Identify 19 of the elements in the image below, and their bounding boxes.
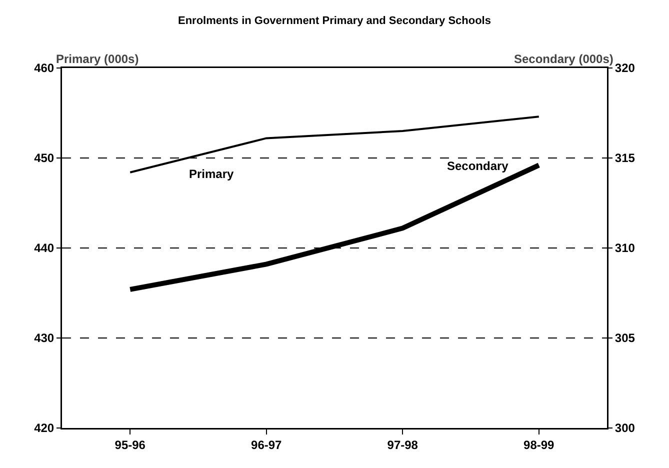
y-tick-label: 430 (34, 331, 54, 346)
x-tick-label: 95-96 (114, 438, 146, 452)
x-tick-label: 98-99 (524, 438, 555, 452)
series-label: Primary (189, 167, 234, 181)
y2-tick-label: 320 (614, 61, 636, 76)
chart-title: Enrolments in Government Primary and Secondary Schools (178, 15, 491, 28)
x-tick-label: 97-98 (387, 438, 418, 452)
y-tick-label: 460 (34, 61, 54, 76)
y-tick-label: 450 (34, 151, 54, 166)
y-axis-title: Primary (000s) (56, 52, 139, 66)
y2-tick-label: 315 (614, 151, 636, 166)
y-tick-label: 420 (34, 421, 54, 436)
y2-axis-title: Secondary (000s) (514, 52, 614, 66)
x-tick-label: 96-97 (251, 438, 282, 452)
y-tick-label: 440 (34, 241, 54, 256)
y2-tick-label: 310 (614, 241, 636, 256)
y2-tick-label: 300 (614, 421, 636, 436)
y2-tick-label: 305 (614, 331, 636, 346)
series-label: Secondary (447, 159, 509, 173)
